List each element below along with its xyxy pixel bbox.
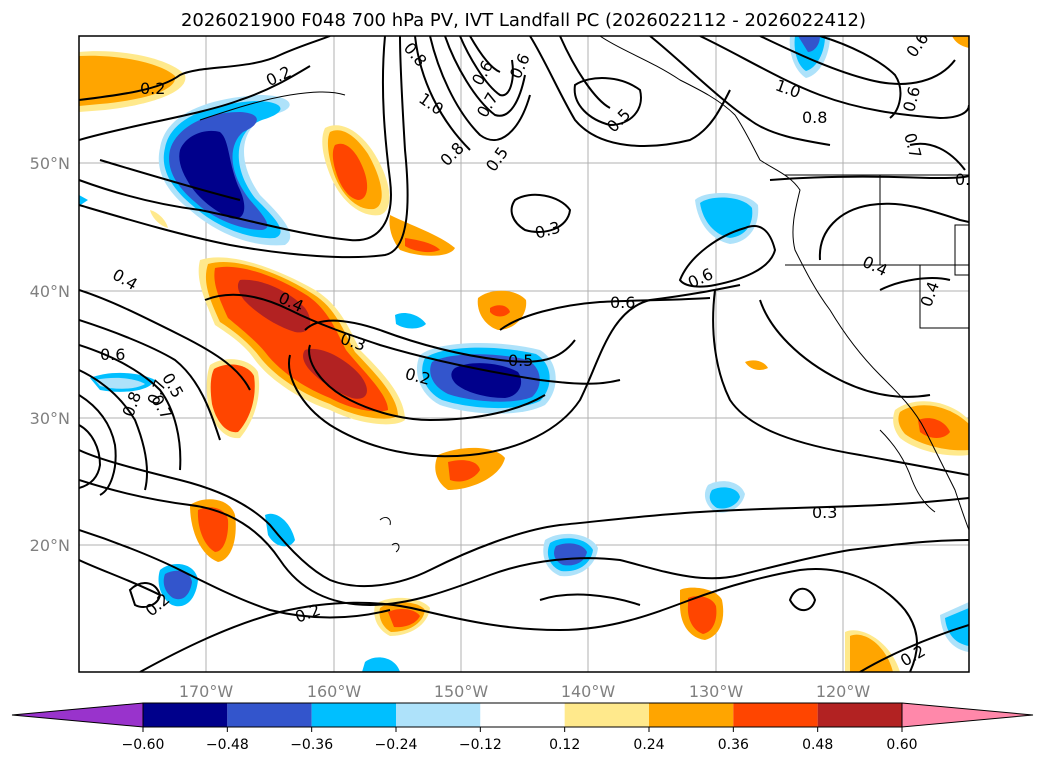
lat-label: 30°N — [30, 409, 70, 428]
lon-label: 150°W — [434, 682, 489, 701]
colorbar-tick-label: 0.48 — [802, 737, 833, 753]
colorbar-tick-label: 0.12 — [549, 737, 580, 753]
colorbar-tick-label: −0.48 — [206, 737, 249, 753]
lon-label: 170°W — [179, 682, 234, 701]
colorbar-segment — [817, 703, 902, 727]
contour-label: 0.6 — [610, 293, 635, 312]
colorbar-extend-high — [901, 702, 1034, 728]
colorbar: −0.60 −0.48 −0.36 −0.24 −0.12 0.12 0.24 0.36 0.4… — [11, 702, 1034, 753]
colorbar-tick-label: −0.12 — [459, 737, 502, 753]
colorbar-tick-label: −0.36 — [290, 737, 333, 753]
colorbar-ticks — [142, 727, 903, 732]
contour-lines — [79, 36, 969, 672]
lon-label: 130°W — [689, 682, 744, 701]
colorbar-segment — [649, 703, 734, 727]
colorbar-segment — [311, 703, 396, 727]
colorbar-tick-label: 0.36 — [718, 737, 749, 753]
colorbar-segment — [480, 703, 565, 727]
contour-label: 0.5 — [508, 351, 533, 370]
coastlines — [199, 36, 969, 553]
contour-label: 0.3 — [812, 503, 837, 522]
lon-label: 120°W — [816, 682, 871, 701]
colorbar-segment — [396, 703, 481, 727]
colorbar-segment — [143, 703, 228, 727]
colorbar-tick-label: 0.60 — [886, 737, 917, 753]
lat-label: 40°N — [30, 282, 70, 301]
lon-label: 140°W — [561, 682, 616, 701]
colorbar-outline — [142, 702, 903, 728]
lon-label: 160°W — [307, 682, 362, 701]
map-frame — [78, 35, 970, 673]
colorbar-tick-label: −0.24 — [375, 737, 418, 753]
colorbar-labels: −0.60 −0.48 −0.36 −0.24 −0.12 0.12 0.24 0.36 0.4… — [122, 737, 918, 753]
colorbar-extend-low — [11, 702, 144, 728]
colorbar-segment — [733, 703, 818, 727]
lat-label: 20°N — [30, 536, 70, 555]
longitude-labels: 170°W 160°W 150°W 140°W 130°W 120°W — [179, 682, 871, 701]
pv-shading — [79, 36, 969, 672]
colorbar-segment — [227, 703, 312, 727]
colorbar-tick-label: 0.24 — [633, 737, 664, 753]
contour-label: 0.2 — [140, 79, 165, 98]
map-title: 2026021900 F048 700 hPa PV, IVT Landfall… — [180, 10, 867, 31]
lat-label: 50°N — [30, 154, 70, 173]
colorbar-segments — [11, 702, 1034, 728]
contour-label: 0.3 — [955, 170, 980, 189]
contour-label: 0.8 — [802, 108, 827, 127]
colorbar-segment — [564, 703, 649, 727]
colorbar-tick-label: −0.60 — [122, 737, 165, 753]
latitude-labels: 50°N 40°N 30°N 20°N — [30, 154, 70, 555]
contour-label: 0.6 — [100, 345, 125, 364]
